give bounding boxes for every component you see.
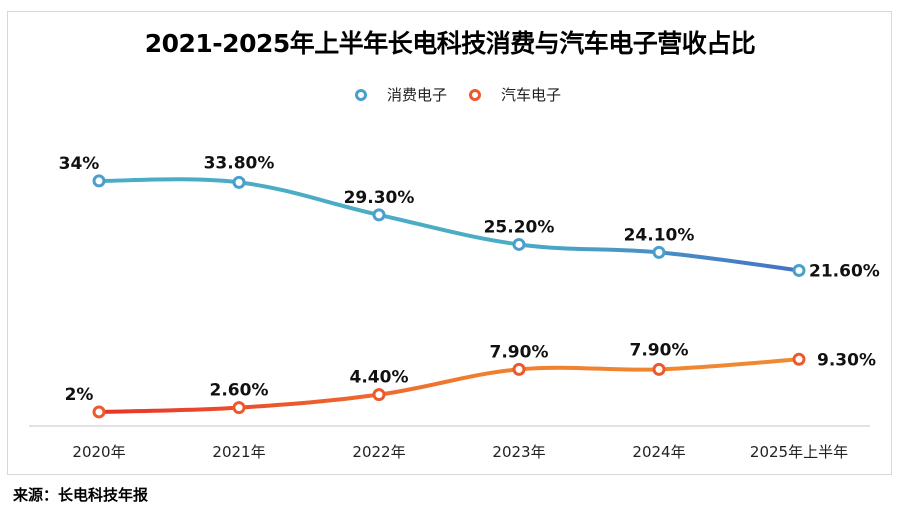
data-point-marker[interactable] bbox=[92, 405, 106, 419]
chart-frame bbox=[7, 11, 892, 475]
data-label: 9.30% bbox=[817, 350, 876, 370]
legend-label-consumer: 消费电子 bbox=[386, 86, 447, 104]
data-point-marker[interactable] bbox=[512, 362, 526, 376]
x-axis-ticks: 2020年 2021年 2022年 2023年 2024年 2025年上半年 bbox=[72, 443, 848, 461]
data-label: 24.10% bbox=[624, 225, 695, 245]
data-point-marker[interactable] bbox=[232, 175, 246, 189]
data-label: 21.60% bbox=[809, 261, 880, 281]
source-note: 来源：长电科技年报 bbox=[13, 486, 149, 504]
data-point-marker[interactable] bbox=[792, 263, 806, 277]
legend-label-auto: 汽车电子 bbox=[501, 86, 562, 104]
data-point-marker[interactable] bbox=[652, 245, 666, 259]
data-point-marker[interactable] bbox=[652, 362, 666, 376]
x-tick-label: 2021年 bbox=[212, 443, 265, 461]
x-tick-label: 2022年 bbox=[352, 443, 405, 461]
data-label: 4.40% bbox=[350, 368, 409, 388]
legend: 消费电子 汽车电子 bbox=[0, 84, 900, 105]
legend-item-consumer[interactable]: 消费电子 bbox=[338, 84, 447, 105]
data-label: 7.90% bbox=[490, 342, 549, 362]
legend-consumer-line-icon bbox=[338, 88, 383, 101]
data-point-marker[interactable] bbox=[92, 174, 106, 188]
data-label: 7.90% bbox=[630, 340, 689, 360]
series-line-auto bbox=[97, 357, 801, 414]
data-label: 34% bbox=[59, 154, 100, 174]
data-label: 33.80% bbox=[204, 153, 275, 173]
data-label: 2.60% bbox=[210, 381, 269, 401]
data-point-marker[interactable] bbox=[232, 401, 246, 415]
x-tick-label: 2025年上半年 bbox=[750, 443, 848, 461]
data-point-marker[interactable] bbox=[792, 352, 806, 366]
data-point-marker[interactable] bbox=[512, 237, 526, 251]
data-label: 25.20% bbox=[484, 217, 555, 237]
x-tick-label: 2023年 bbox=[492, 443, 545, 461]
data-point-marker[interactable] bbox=[372, 388, 386, 402]
chart-title: 2021-2025年上半年长电科技消费与汽车电子营收占比 bbox=[144, 29, 756, 58]
data-point-marker[interactable] bbox=[372, 208, 386, 222]
x-tick-label: 2020年 bbox=[72, 443, 125, 461]
series-line-consumer bbox=[97, 177, 801, 273]
series-layer: 34% 33.80% 29.30% 25.20% 24.10% 21.60% 2% 2.60%… bbox=[59, 153, 880, 419]
x-tick-label: 2024年 bbox=[632, 443, 685, 461]
legend-auto-line-icon bbox=[453, 88, 497, 101]
data-label: 2% bbox=[65, 385, 94, 405]
data-label: 29.30% bbox=[344, 188, 415, 208]
legend-item-auto[interactable]: 汽车电子 bbox=[453, 84, 561, 105]
